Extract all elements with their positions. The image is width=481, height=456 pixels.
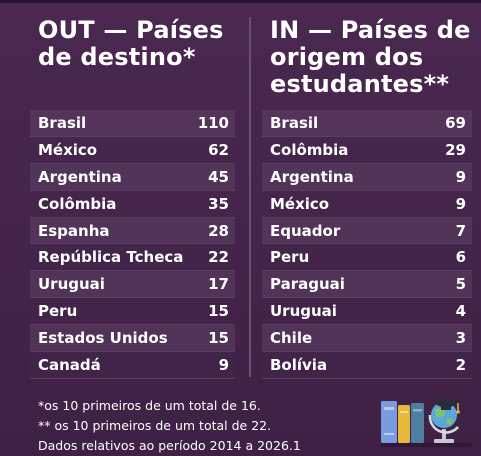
country-name: México [270,194,330,213]
student-count: 2 [455,355,466,374]
table-row: Peru 15 [30,298,235,326]
out-title: OUT — Países de destino* [38,16,224,71]
table-row: Argentina 9 [262,163,472,191]
table-row: Espanha 28 [30,217,235,245]
student-count: 3 [455,329,466,348]
country-name: Paraguai [270,275,345,294]
country-name: Bolívia [270,355,328,374]
country-name: México [38,140,98,159]
footnotes: *os 10 primeiros de um total de 16. ** o… [38,396,301,456]
table-row: Paraguai 5 [262,271,472,299]
student-count: 9 [218,355,229,374]
table-row: Bolívia 2 [262,352,472,379]
student-count: 69 [445,113,466,132]
table-row: México 62 [30,136,235,164]
country-name: Brasil [38,113,87,132]
country-name: Peru [270,248,310,267]
footnote-out: *os 10 primeiros de um total de 16. [38,398,261,413]
student-count: 22 [208,248,229,267]
country-name: Uruguai [270,302,337,321]
in-table: Brasil 69 Colômbia 29 Argentina 9 México 9 E… [262,110,472,379]
student-count: 9 [455,194,466,213]
student-count: 9 [455,167,466,186]
table-row: Canadá 9 [30,352,235,379]
student-count: 17 [208,275,229,294]
table-row: Brasil 69 [262,110,472,137]
footnote-period: Dados relativos ao período 2014 a 2026.1 [38,438,301,453]
student-count: 7 [455,221,466,240]
table-row: Colômbia 29 [262,136,472,164]
country-name: Colômbia [270,140,349,159]
table-row: Argentina 45 [30,163,235,191]
student-count: 15 [208,329,229,348]
country-name: Estados Unidos [38,329,168,348]
country-name: Peru [38,302,78,321]
table-row: Chile 3 [262,325,472,353]
column-divider [249,17,251,377]
table-row: Uruguai 17 [30,271,235,299]
country-name: Uruguai [38,275,105,294]
student-count: 62 [208,140,229,159]
out-table: Brasil 110 México 62 Argentina 45 Colômbia 3… [30,110,235,379]
country-name: República Tcheca [38,248,184,267]
country-name: Colômbia [38,194,117,213]
student-count: 15 [208,302,229,321]
student-count: 45 [208,167,229,186]
table-row: Uruguai 4 [262,298,472,326]
table-row: México 9 [262,190,472,218]
table-row: Colômbia 35 [30,190,235,218]
table-row: República Tcheca 22 [30,244,235,272]
country-name: Canadá [38,355,101,374]
student-count: 6 [455,248,466,267]
table-row: Peru 6 [262,244,472,272]
books-and-globe-icon [378,393,474,449]
student-count: 4 [455,302,466,321]
table-row: Brasil 110 [30,110,235,137]
country-name: Brasil [270,113,319,132]
table-row: Estados Unidos 15 [30,325,235,353]
country-name: Espanha [38,221,110,240]
student-count: 35 [208,194,229,213]
country-name: Equador [270,221,341,240]
student-count: 5 [455,275,466,294]
footnote-in: ** os 10 primeiros de um total de 22. [38,418,272,433]
table-row: Equador 7 [262,217,472,245]
student-count: 29 [445,140,466,159]
country-name: Chile [270,329,313,348]
country-name: Argentina [270,167,354,186]
student-count: 28 [208,221,229,240]
student-count: 110 [197,113,229,132]
country-name: Argentina [38,167,122,186]
in-title: IN — Países de origem dos estudantes** [270,16,471,98]
